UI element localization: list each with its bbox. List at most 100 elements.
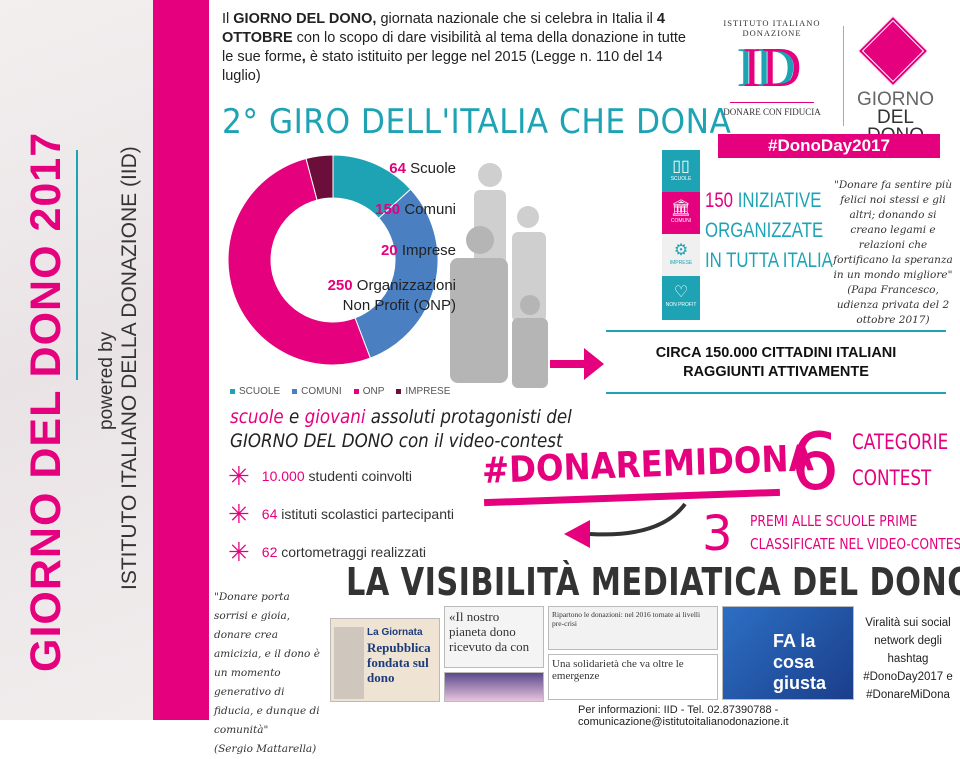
people-icon	[450, 163, 548, 388]
iid-logo: ISTITUTO ITALIANO DONAZIONE ID DONARE CO…	[716, 18, 828, 117]
legend-marker	[292, 388, 298, 394]
pink-bar	[153, 0, 209, 720]
t: COMUNI	[670, 218, 692, 224]
t: 64	[389, 160, 406, 177]
cittadini-box: CIRCA 150.000 CITTADINI ITALIANI RAGGIUNT…	[606, 330, 946, 394]
divider	[76, 150, 78, 380]
sidebar-title: GIORNO DEL DONO 2017	[22, 131, 70, 672]
t: 150	[705, 189, 734, 212]
stat-comuni: 150 Comuni	[375, 201, 456, 218]
logo: ISTITUTO ITALIANO DONAZIONE ID DONARE CO…	[708, 8, 946, 158]
section-title: 2° GIRO DELL'ITALIA CHE DONA	[222, 102, 732, 142]
building-icon: 🏛	[670, 200, 692, 217]
asterisk-icon: ✳	[228, 499, 250, 529]
t: giornata nazionale che si celebra in Ita…	[376, 11, 657, 27]
t: GIORNO DEL DONO	[230, 430, 394, 452]
box-comuni: 🏛 COMUNI	[662, 192, 700, 236]
bullet-istituti: ✳ 64 istituti scolastici partecipanti	[228, 499, 455, 529]
categories-count: 6	[790, 418, 840, 508]
t: è stato istituito per legge nel 2015 (Le…	[222, 49, 663, 84]
mattarella-quote: "Donare porta sorrisi e gioia, donare cr…	[214, 588, 326, 759]
t: cortometraggi realizzati	[277, 544, 426, 560]
powered-by: powered by	[96, 331, 117, 430]
t: IMPRESE	[669, 260, 693, 266]
legend-item-scuole: SCUOLE	[230, 386, 280, 397]
chart-legend: SCUOLE COMUNI ONP IMPRESE	[230, 386, 450, 397]
footer-info: Per informazioni: IID - Tel. 02.87390788…	[578, 704, 789, 728]
prizes-label: PREMI ALLE SCUOLE PRIME CLASSIFICATE NEL …	[750, 510, 960, 556]
press-clipping: La Giornata Repubblica fondata sul dono	[330, 618, 440, 702]
giorno-dono-diamond-icon	[857, 15, 929, 87]
t: e	[283, 406, 305, 428]
t: Repubblica fondata sul dono	[367, 640, 431, 685]
donut-slice-comuni	[354, 188, 439, 359]
t: 20	[380, 242, 398, 259]
t: Organizzazioni	[356, 277, 456, 294]
legend-item-comuni: COMUNI	[292, 386, 342, 397]
stat-scuole: 64 Scuole	[389, 160, 456, 177]
box-imprese: ⚙ IMPRESE	[662, 234, 700, 278]
press-clipping: «Il nostro pianeta dono ricevuto da con	[444, 606, 544, 668]
heart-icon: ♡	[673, 284, 689, 301]
t: Non Profit (ONP)	[342, 297, 456, 314]
t: SCUOLE	[670, 176, 692, 182]
t: Una solidarietà che va oltre le emergenz…	[552, 658, 684, 682]
donut-slice-imprese	[305, 154, 334, 201]
viral-text: Viralità sui social network degli hashta…	[863, 617, 953, 701]
legend-marker	[353, 388, 359, 394]
t: GIORNO DEL DONO,	[233, 11, 377, 27]
t: CLASSIFICATE NEL VIDEO-CONTEST	[750, 535, 960, 553]
bullet-cortometraggi: ✳ 62 cortometraggi realizzati	[228, 539, 426, 565]
t: (Sergio Mattarella)	[214, 743, 317, 755]
press-clipping: Ripartono le donazioni: nel 2016 tornate…	[548, 606, 718, 650]
stat-imprese: 20 Imprese	[381, 242, 456, 259]
t: con il video-contest	[393, 430, 563, 452]
t: "Donare porta sorrisi e gioia, donare cr…	[214, 591, 320, 736]
curved-arrow-icon	[564, 502, 687, 548]
t: 150	[375, 201, 401, 218]
iniziative-text: 150 INIZIATIVE ORGANIZZATE IN TUTTA ITALIA	[705, 186, 833, 276]
stat-onp: 250 Organizzazioni Non Profit (ONP)	[328, 276, 456, 316]
t: Imprese	[401, 242, 456, 259]
legend-item-imprese: IMPRESE	[396, 386, 450, 397]
t: CATEGORIE	[852, 430, 949, 454]
t: con lo scopo di dare visibilità al tema …	[222, 30, 686, 65]
t: La Giornata	[367, 627, 423, 638]
prizes-count: 3	[702, 506, 733, 562]
t: studenti coinvolti	[304, 468, 413, 484]
logo-tagline: DONARE CON FIDUCIA	[723, 107, 821, 117]
t: Ripartono le donazioni: nel 2016 tornate…	[552, 610, 701, 628]
t: assoluti protagonisti del	[365, 406, 572, 428]
t: "Donare fa sentire più felici noi stessi…	[833, 179, 953, 281]
gears-icon: ⚙	[673, 242, 689, 259]
t: NON PROFIT	[665, 302, 697, 308]
t: 62	[261, 544, 278, 560]
intro-text: Il GIORNO DEL DONO, giornata nazionale c…	[222, 10, 692, 86]
logo-mark: ID	[742, 37, 802, 99]
scuole-protagonisti-text: scuole e giovani assoluti protagonisti d…	[230, 405, 572, 453]
t: INIZIATIVE	[733, 189, 822, 212]
t: FA la cosa giusta	[773, 631, 827, 693]
press-clipping: Una solidarietà che va oltre le emergenz…	[548, 654, 718, 700]
t: ORGANIZZATE	[705, 219, 824, 242]
book-icon: ▯▯	[672, 158, 690, 175]
t: CONTEST	[852, 466, 932, 490]
box-scuole: ▯▯ SCUOLE	[662, 150, 700, 194]
t: PREMI ALLE SCUOLE PRIME	[750, 512, 918, 530]
t: ,	[301, 49, 306, 65]
t: 10.000	[261, 468, 305, 484]
hashtag-banner: #DonoDay2017	[718, 134, 940, 158]
donut-chart	[228, 154, 439, 366]
t: Il	[222, 11, 234, 27]
legend-item-onp: ONP	[353, 386, 384, 397]
t: «Il nostro pianeta dono ricevuto da con	[449, 609, 530, 654]
logo-arc-text: ISTITUTO ITALIANO DONAZIONE	[723, 18, 821, 38]
box-non-profit: ♡ NON PROFIT	[662, 276, 700, 320]
asterisk-icon: ✳	[228, 461, 250, 491]
t: scuole	[230, 406, 284, 428]
t: istituti scolastici partecipanti	[277, 506, 455, 522]
t: giovani	[304, 406, 366, 428]
t: (Papa Francesco, udienza privata del 2 o…	[836, 284, 950, 326]
t: Scuole	[410, 160, 456, 177]
t: La Giornata Repubblica fondata sul dono	[367, 625, 439, 685]
